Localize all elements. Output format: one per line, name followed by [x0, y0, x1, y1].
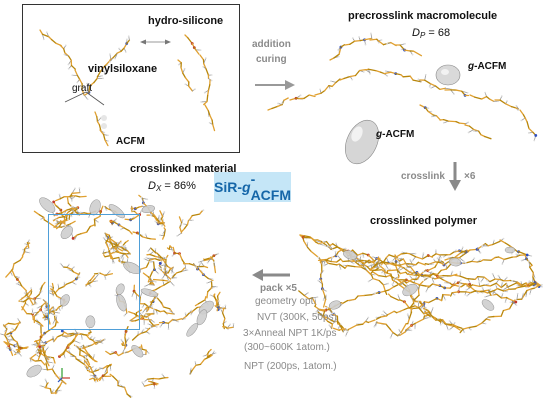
label-pack: pack ×5	[260, 283, 297, 294]
label-g-acfm-left: g-ACFM	[376, 129, 415, 140]
label-crosslinked-material: crosslinked material	[130, 163, 237, 175]
label-graft: graft	[72, 83, 93, 94]
step-anneal: 3×Anneal NPT 1K/ps	[243, 328, 337, 339]
label-acfm: ACFM	[116, 136, 145, 147]
arrow-pack	[252, 269, 290, 281]
step-geometry-opt: geometry opt.	[255, 296, 317, 307]
title-badge: SiR-g -ACFM	[214, 171, 291, 203]
acfm-blob-precrosslink-right	[435, 64, 461, 86]
label-dp: DP = 68	[412, 27, 451, 40]
step-nvt: NVT (300K, 50ps)	[257, 312, 337, 323]
molecule-drawings	[0, 29, 543, 398]
label-vinylsiloxane: vinylsiloxane	[88, 63, 158, 75]
step-anneal-range: (300~600K 1atom.)	[244, 342, 330, 353]
acfm-blob-precrosslink-left	[344, 119, 380, 165]
label-curing: curing	[256, 54, 287, 65]
label-hydro-silicone: hydro-silicone	[148, 15, 224, 27]
arrow-addition-curing	[255, 80, 295, 90]
label-crosslink: crosslink	[401, 171, 445, 182]
label-crosslinked-polymer: crosslinked polymer	[370, 215, 477, 227]
step-npt: NPT (200ps, 1atom.)	[244, 361, 337, 372]
arrow-hydro-to-vinyl	[140, 39, 171, 45]
label-g-acfm-right: g-ACFM	[468, 61, 507, 72]
monomer-box	[22, 4, 240, 153]
label-crosslink-times: ×6	[464, 171, 476, 182]
label-dx: DX = 86%	[148, 180, 196, 193]
simulation-cell-box	[48, 214, 140, 330]
label-addition: addition	[252, 39, 291, 50]
graft-connector-lines	[64, 91, 105, 106]
label-precrosslink: precrosslink macromolecule	[348, 10, 498, 22]
axis-triad-icon	[57, 368, 70, 383]
arrow-crosslink	[449, 162, 461, 191]
